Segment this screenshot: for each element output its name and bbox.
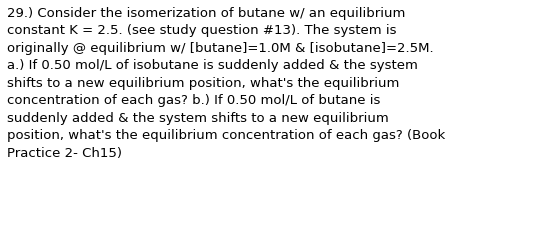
Text: 29.) Consider the isomerization of butane w/ an equilibrium
constant K = 2.5. (s: 29.) Consider the isomerization of butan…: [7, 7, 445, 159]
